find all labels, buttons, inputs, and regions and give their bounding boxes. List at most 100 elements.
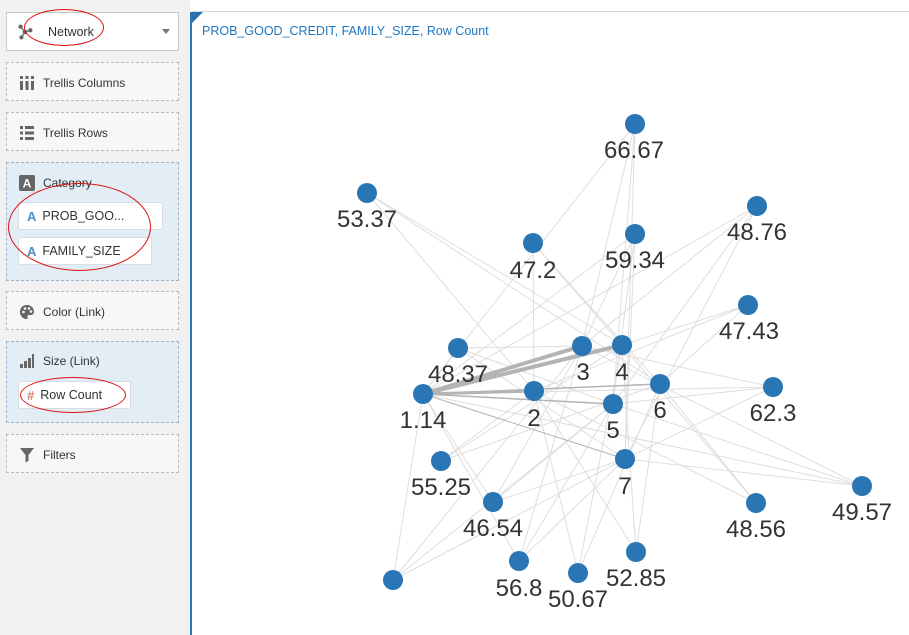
network-link[interactable]	[392, 403, 614, 581]
network-link[interactable]	[518, 403, 614, 562]
network-link[interactable]	[440, 344, 623, 462]
network-node[interactable]	[524, 381, 544, 401]
network-node[interactable]	[738, 295, 758, 315]
filters-dropzone[interactable]: Filters	[6, 434, 179, 473]
network-link[interactable]	[422, 205, 758, 395]
network-link[interactable]	[581, 233, 636, 347]
network-link[interactable]	[581, 205, 758, 347]
network-node[interactable]	[413, 384, 433, 404]
network-node[interactable]	[509, 551, 529, 571]
network-link[interactable]	[581, 345, 774, 388]
network-link[interactable]	[612, 386, 774, 405]
network-node-label: 59.34	[605, 247, 665, 274]
network-node-label: 56.8	[496, 575, 543, 602]
network-node[interactable]	[568, 563, 588, 583]
category-item-prob-good-credit[interactable]: A PROB_GOO...	[18, 202, 163, 230]
trellis-columns-dropzone[interactable]: Trellis Columns	[6, 62, 179, 101]
sidebar: Network Trellis Columns Trellis Rows	[0, 0, 190, 635]
network-link-strong[interactable]	[422, 393, 626, 460]
network-link[interactable]	[457, 347, 614, 405]
trellis-rows-label: Trellis Rows	[43, 126, 108, 140]
network-node[interactable]	[572, 336, 592, 356]
network-link[interactable]	[533, 390, 637, 553]
filters-label: Filters	[43, 448, 76, 462]
network-link[interactable]	[422, 393, 863, 487]
trellis-rows-dropzone[interactable]: Trellis Rows	[6, 112, 179, 151]
network-link[interactable]	[392, 458, 626, 581]
network-link[interactable]	[624, 458, 863, 487]
network-node[interactable]	[747, 196, 767, 216]
trellis-columns-label: Trellis Columns	[43, 76, 126, 90]
network-node[interactable]	[625, 224, 645, 244]
network-link[interactable]	[366, 192, 661, 385]
network-link[interactable]	[532, 242, 661, 385]
network-node[interactable]	[650, 374, 670, 394]
network-link-strong[interactable]	[422, 393, 614, 405]
network-link[interactable]	[533, 390, 757, 504]
network-node[interactable]	[626, 542, 646, 562]
network-link[interactable]	[635, 383, 661, 553]
network-link[interactable]	[612, 233, 636, 405]
network-node-label: 52.85	[606, 565, 666, 592]
network-node[interactable]	[746, 493, 766, 513]
network-link[interactable]	[624, 386, 774, 460]
network-node[interactable]	[523, 233, 543, 253]
network-link[interactable]	[422, 233, 636, 395]
network-link[interactable]	[581, 345, 863, 487]
category-item-label: FAMILY_SIZE	[42, 244, 121, 258]
network-link[interactable]	[392, 393, 424, 581]
network-link[interactable]	[624, 205, 758, 460]
network-node[interactable]	[852, 476, 872, 496]
network-link[interactable]	[612, 403, 863, 487]
network-link[interactable]	[612, 205, 758, 405]
network-node-label: 55.25	[411, 474, 471, 501]
network-link[interactable]	[577, 383, 661, 574]
color-link-dropzone[interactable]: Color (Link)	[6, 291, 179, 330]
network-link[interactable]	[492, 345, 583, 503]
network-link[interactable]	[392, 345, 583, 581]
selected-corner-marker	[192, 12, 203, 23]
network-link[interactable]	[621, 344, 757, 504]
network-link[interactable]	[659, 383, 757, 504]
network-link[interactable]	[577, 344, 623, 574]
network-link[interactable]	[518, 458, 626, 562]
network-node[interactable]	[383, 570, 403, 590]
network-link[interactable]	[366, 192, 535, 392]
color-link-label: Color (Link)	[43, 305, 106, 319]
network-link[interactable]	[457, 345, 583, 349]
network-node[interactable]	[603, 394, 623, 414]
network-link[interactable]	[624, 123, 636, 460]
network-link[interactable]	[621, 304, 749, 346]
rows-icon	[20, 126, 34, 140]
network-node[interactable]	[448, 338, 468, 358]
network-link[interactable]	[492, 458, 626, 503]
network-link[interactable]	[440, 383, 661, 462]
network-link[interactable]	[422, 393, 520, 562]
network-link[interactable]	[533, 304, 749, 392]
network-node[interactable]	[431, 451, 451, 471]
network-link[interactable]	[440, 390, 535, 462]
size-link-dropzone[interactable]: Size (Link) # Row Count	[6, 341, 179, 423]
viz-type-dropdown[interactable]: Network	[6, 12, 179, 51]
network-node[interactable]	[625, 114, 645, 134]
network-link[interactable]	[659, 304, 749, 385]
network-link[interactable]	[422, 393, 494, 503]
network-link[interactable]	[621, 344, 637, 553]
network-node[interactable]	[612, 335, 632, 355]
network-node[interactable]	[763, 377, 783, 397]
size-item-row-count[interactable]: # Row Count	[18, 381, 131, 409]
viz-type-label: Network	[48, 25, 94, 39]
chart-title: PROB_GOOD_CREDIT, FAMILY_SIZE, Row Count	[202, 24, 489, 38]
network-node-label: 3	[576, 359, 589, 386]
network-link[interactable]	[366, 192, 623, 346]
network-link[interactable]	[533, 390, 579, 574]
network-node-label: 47.43	[719, 318, 779, 345]
network-node[interactable]	[615, 449, 635, 469]
network-node-label: 48.56	[726, 516, 786, 543]
chevron-down-icon[interactable]	[162, 29, 170, 34]
network-node[interactable]	[357, 183, 377, 203]
network-icon	[18, 24, 33, 40]
category-item-family-size[interactable]: A FAMILY_SIZE	[18, 237, 152, 265]
network-node[interactable]	[483, 492, 503, 512]
